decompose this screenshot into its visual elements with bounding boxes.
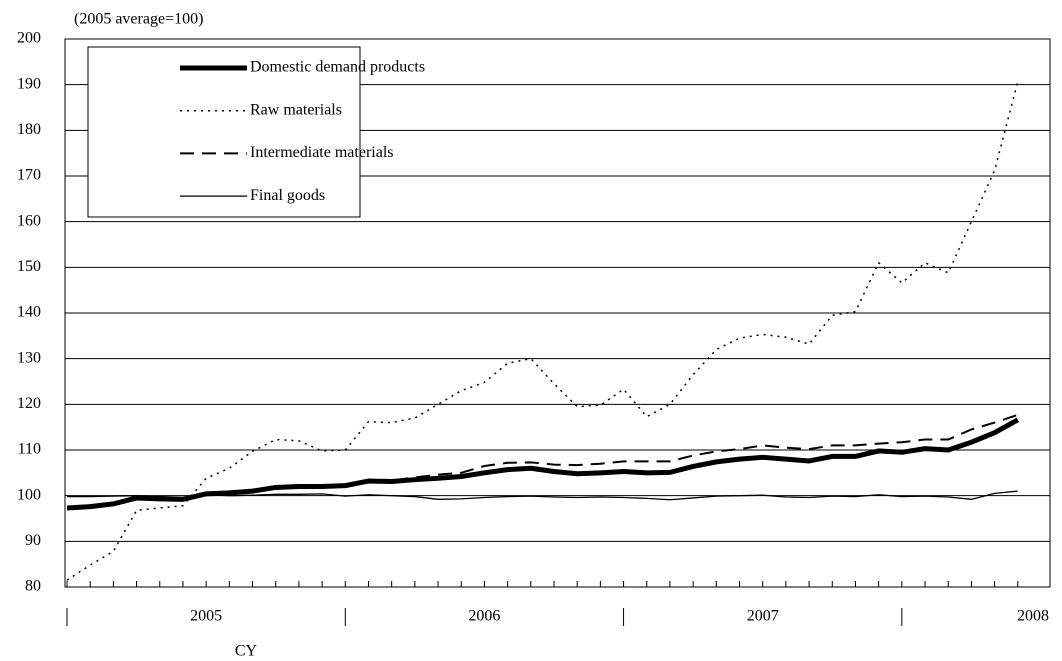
y-tick-label: 80: [25, 578, 41, 595]
x-axis-label: CY: [235, 643, 258, 660]
series-line: [66, 413, 1019, 509]
y-tick-label: 140: [17, 304, 41, 321]
y-tick-label: 180: [17, 121, 41, 138]
y-tick-label: 130: [17, 349, 41, 366]
series-line: [66, 81, 1019, 581]
y-axis-label: (2005 average=100): [74, 11, 203, 28]
legend-label: Intermediate materials: [250, 144, 393, 161]
y-tick-label: 170: [17, 167, 41, 184]
y-tick-label: 150: [17, 258, 41, 275]
year-label: 2005: [190, 608, 222, 625]
legend-label: Final goods: [250, 187, 325, 204]
legend-label: Domestic demand products: [250, 59, 425, 76]
y-tick-label: 110: [18, 441, 41, 458]
y-tick-label: 120: [17, 395, 41, 412]
plot-frame: [64, 38, 1051, 588]
y-tick-label: 160: [17, 212, 41, 229]
y-tick-label: 200: [17, 30, 41, 47]
legend-label: Raw materials: [250, 101, 342, 118]
series-line: [67, 490, 1018, 501]
y-tick-label: 90: [25, 532, 41, 549]
legend-box: [87, 46, 361, 218]
y-tick-label: 190: [17, 75, 41, 92]
year-label: 2008: [1017, 608, 1049, 625]
year-label: 2006: [468, 608, 500, 625]
y-tick-label: 100: [17, 486, 41, 503]
year-label: 2007: [747, 608, 779, 625]
